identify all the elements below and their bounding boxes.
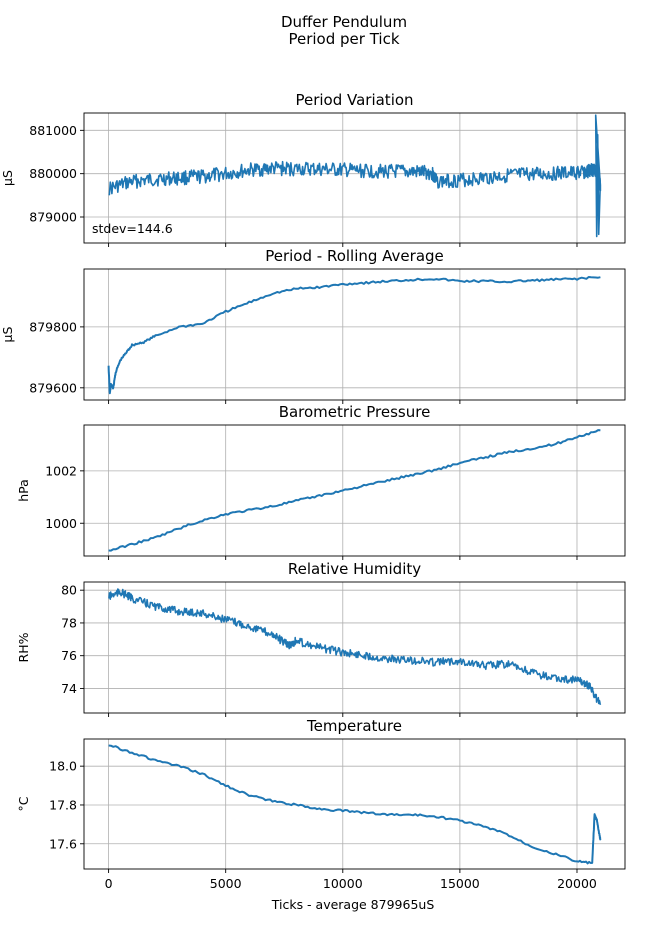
chart-panel-1: 879600 879800 Period - Rolling Average µS [0, 247, 626, 404]
x-tick-label: 15000 [440, 876, 480, 891]
panel-title: Temperature [306, 717, 402, 735]
x-tick-label: 5000 [210, 876, 242, 891]
panel-title: Period Variation [295, 91, 413, 109]
y-axis-label: RH% [16, 632, 31, 662]
axes-frame [83, 112, 626, 244]
series-line [108, 588, 602, 706]
figure-suptitle-line1: Duffer Pendulum [281, 13, 407, 31]
x-tick-label: 20000 [557, 876, 597, 891]
y-axis-label: µS [0, 326, 15, 342]
panel-title: Period - Rolling Average [265, 247, 444, 265]
y-axis-label: °C [16, 796, 31, 811]
y-tick-label: 1002 [45, 463, 77, 478]
y-tick-label: 18.0 [49, 759, 77, 774]
series-line [107, 276, 601, 395]
chart-panel-0: 879000 880000 881000 Period Variation µS stde… [0, 91, 626, 247]
axes-frame [83, 424, 626, 557]
axes-frame [83, 738, 626, 870]
y-tick-label: 879600 [29, 380, 77, 395]
y-axis-label: µS [0, 170, 15, 186]
y-tick-label: 78 [61, 615, 77, 630]
stdev-annotation: stdev=144.6 [92, 221, 173, 236]
y-tick-label: 879000 [29, 210, 77, 225]
panel-title: Barometric Pressure [279, 403, 431, 421]
figure-suptitle-line2: Period per Tick [288, 30, 399, 48]
series-line [108, 429, 601, 552]
panels-group: 879000 880000 881000 Period Variation µS stde… [0, 91, 626, 891]
axes-frame [83, 581, 626, 714]
axes-frame [83, 268, 626, 401]
y-tick-label: 80 [61, 583, 77, 598]
y-tick-label: 1000 [45, 516, 77, 531]
y-tick-label: 17.8 [49, 797, 77, 812]
y-tick-label: 879800 [29, 319, 77, 334]
series-line [108, 744, 602, 865]
chart-panel-3: 74 76 78 80 Relative Humidity RH% [16, 560, 626, 717]
y-tick-label: 881000 [29, 123, 77, 138]
chart-panel-4: 0 5000 10000 15000 20000 17.6 17.8 18.0 Temperat… [16, 717, 626, 891]
y-axis-label: hPa [16, 479, 31, 502]
y-tick-label: 880000 [29, 166, 77, 181]
x-axis-label: Ticks - average 879965uS [271, 897, 435, 912]
y-tick-label: 74 [61, 681, 77, 696]
x-tick-label: 10000 [323, 876, 363, 891]
x-tick-label: 0 [105, 876, 113, 891]
series-line [108, 114, 602, 238]
y-tick-label: 76 [61, 648, 77, 663]
y-tick-label: 17.6 [49, 836, 77, 851]
chart-panel-2: 1000 1002 Barometric Pressure hPa [16, 403, 626, 560]
panel-title: Relative Humidity [288, 560, 421, 578]
